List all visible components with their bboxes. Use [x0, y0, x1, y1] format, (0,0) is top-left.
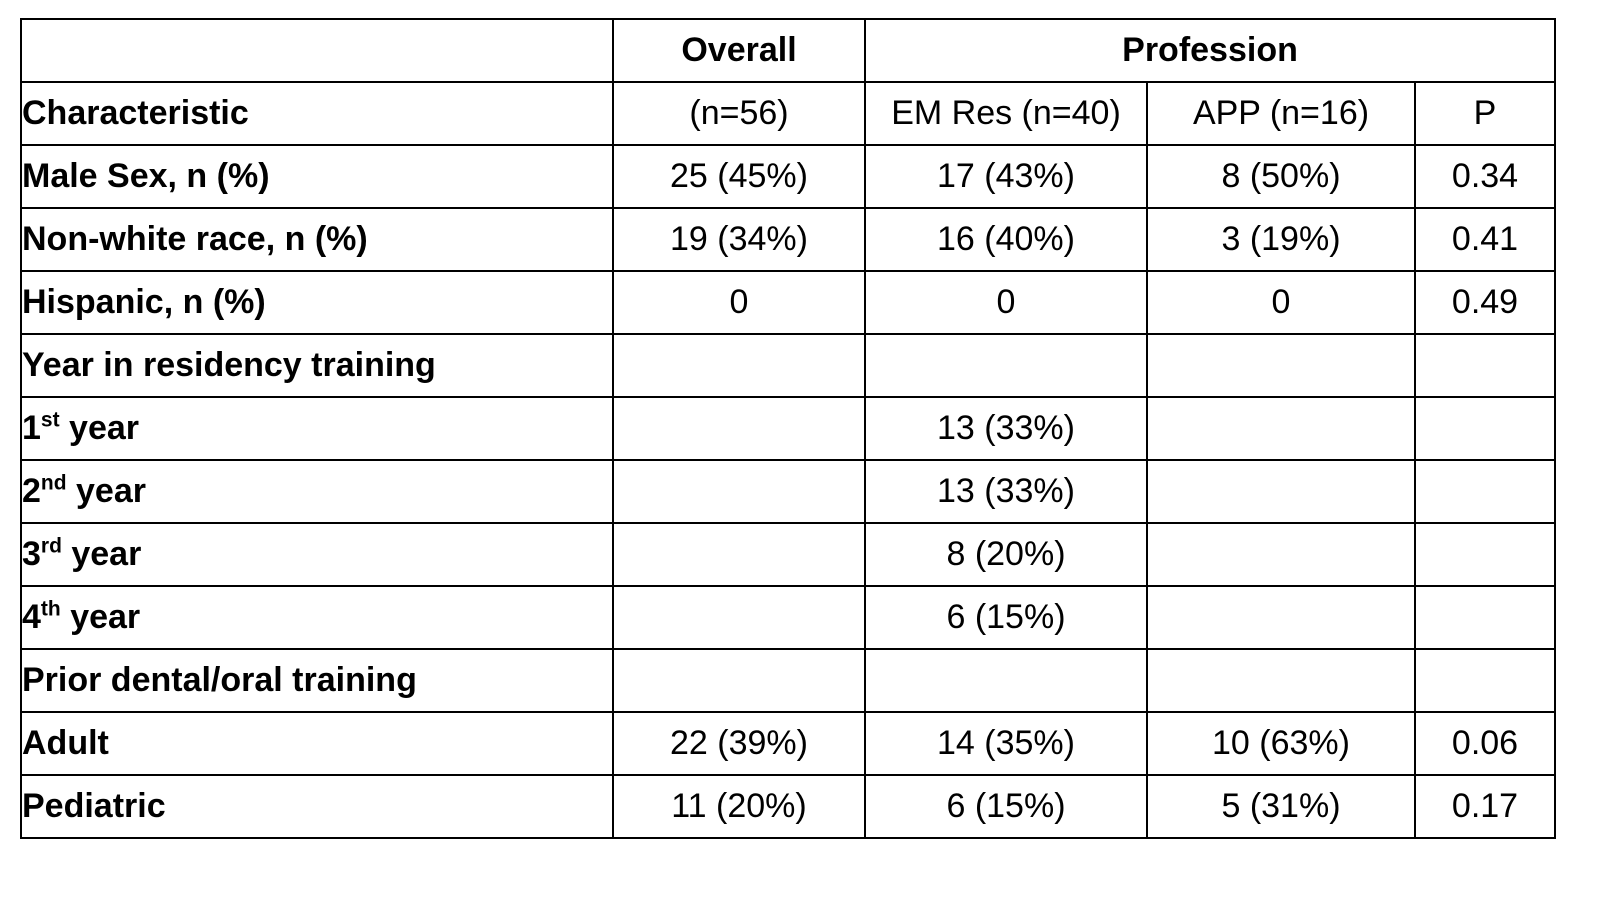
empty-cell [1414, 648, 1556, 713]
table-row: Non-white race, n (%) 19 (34%) 16 (40%) … [20, 207, 1556, 272]
header-empty-cell [20, 18, 614, 83]
row-label: 2nd year [20, 459, 614, 524]
empty-cell [864, 648, 1148, 713]
empty-cell [1414, 522, 1556, 587]
cell-p: 0.41 [1414, 207, 1556, 272]
demographics-table: Overall Profession Characteristic (n=56)… [20, 18, 1556, 839]
empty-cell [612, 333, 866, 398]
ordinal-number: 2 [22, 472, 41, 510]
table-header-row-groups: Overall Profession [20, 18, 1556, 83]
row-label: 1st year [20, 396, 614, 461]
empty-cell [1146, 585, 1416, 650]
cell-overall: 11 (20%) [612, 774, 866, 839]
cell-app: 5 (31%) [1146, 774, 1416, 839]
table-section-row: Year in residency training [20, 333, 1556, 398]
cell-app: 8 (50%) [1146, 144, 1416, 209]
cell-em-res: 16 (40%) [864, 207, 1148, 272]
row-label: Non-white race, n (%) [20, 207, 614, 272]
section-label-year: Year in residency training [20, 333, 614, 398]
ordinal-number: 1 [22, 409, 41, 447]
header-em-res: EM Res (n=40) [864, 81, 1148, 146]
row-label: 3rd year [20, 522, 614, 587]
ordinal-word: year [60, 598, 141, 636]
cell-p: 0.34 [1414, 144, 1556, 209]
ordinal-suffix: st [40, 408, 60, 432]
empty-cell [1146, 459, 1416, 524]
cell-p: 0.06 [1414, 711, 1556, 776]
table-row: 1st year 13 (33%) [20, 396, 1556, 461]
row-label: Hispanic, n (%) [20, 270, 614, 335]
row-label: 4th year [20, 585, 614, 650]
empty-cell [1414, 396, 1556, 461]
row-label: Male Sex, n (%) [20, 144, 614, 209]
cell-em-res: 0 [864, 270, 1148, 335]
cell-overall: 22 (39%) [612, 711, 866, 776]
empty-cell [1146, 396, 1416, 461]
header-p: P [1414, 81, 1556, 146]
empty-cell [1146, 522, 1416, 587]
table-row: 2nd year 13 (33%) [20, 459, 1556, 524]
empty-cell [612, 648, 866, 713]
empty-cell [612, 459, 866, 524]
cell-overall: 0 [612, 270, 866, 335]
cell-app: 0 [1146, 270, 1416, 335]
empty-cell [1414, 585, 1556, 650]
row-label: Pediatric [20, 774, 614, 839]
table-row: Male Sex, n (%) 25 (45%) 17 (43%) 8 (50%… [20, 144, 1556, 209]
cell-app: 3 (19%) [1146, 207, 1416, 272]
cell-p: 0.17 [1414, 774, 1556, 839]
ordinal-word: year [59, 409, 140, 447]
cell-overall: 19 (34%) [612, 207, 866, 272]
cell-app: 10 (63%) [1146, 711, 1416, 776]
empty-cell [864, 333, 1148, 398]
ordinal-suffix: th [40, 597, 61, 621]
cell-em-res: 8 (20%) [864, 522, 1148, 587]
header-overall: Overall [612, 18, 866, 83]
empty-cell [1146, 648, 1416, 713]
empty-cell [612, 396, 866, 461]
table-row: Hispanic, n (%) 0 0 0 0.49 [20, 270, 1556, 335]
section-label-dental: Prior dental/oral training [20, 648, 614, 713]
header-app: APP (n=16) [1146, 81, 1416, 146]
empty-cell [1146, 333, 1416, 398]
table-row: Adult 22 (39%) 14 (35%) 10 (63%) 0.06 [20, 711, 1556, 776]
ordinal-suffix: nd [40, 471, 67, 495]
ordinal-number: 3 [22, 535, 41, 573]
empty-cell [612, 585, 866, 650]
cell-em-res: 6 (15%) [864, 774, 1148, 839]
cell-em-res: 17 (43%) [864, 144, 1148, 209]
cell-p: 0.49 [1414, 270, 1556, 335]
ordinal-word: year [61, 535, 142, 573]
ordinal-word: year [66, 472, 146, 510]
cell-em-res: 6 (15%) [864, 585, 1148, 650]
cell-em-res: 13 (33%) [864, 459, 1148, 524]
ordinal-suffix: rd [40, 534, 62, 558]
empty-cell [1414, 459, 1556, 524]
cell-em-res: 14 (35%) [864, 711, 1148, 776]
header-characteristic: Characteristic [20, 81, 614, 146]
table-row: 3rd year 8 (20%) [20, 522, 1556, 587]
table-header-row-columns: Characteristic (n=56) EM Res (n=40) APP … [20, 81, 1556, 146]
table-row: 4th year 6 (15%) [20, 585, 1556, 650]
empty-cell [1414, 333, 1556, 398]
row-label: Adult [20, 711, 614, 776]
cell-em-res: 13 (33%) [864, 396, 1148, 461]
empty-cell [612, 522, 866, 587]
table-section-row: Prior dental/oral training [20, 648, 1556, 713]
ordinal-number: 4 [22, 598, 41, 636]
header-overall-n: (n=56) [612, 81, 866, 146]
cell-overall: 25 (45%) [612, 144, 866, 209]
header-profession: Profession [864, 18, 1556, 83]
table-row: Pediatric 11 (20%) 6 (15%) 5 (31%) 0.17 [20, 774, 1556, 839]
